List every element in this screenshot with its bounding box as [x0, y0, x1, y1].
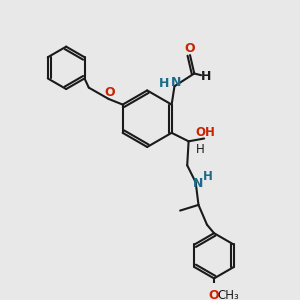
Text: H: H [158, 77, 169, 90]
Text: OH: OH [196, 126, 215, 139]
Text: O: O [185, 42, 195, 56]
Text: O: O [209, 290, 219, 300]
Text: N: N [193, 177, 203, 190]
Text: H: H [202, 169, 212, 183]
Text: H: H [196, 143, 204, 156]
Text: O: O [104, 86, 115, 99]
Text: H: H [201, 70, 211, 83]
Text: N: N [171, 76, 181, 89]
Text: CH₃: CH₃ [217, 290, 239, 300]
